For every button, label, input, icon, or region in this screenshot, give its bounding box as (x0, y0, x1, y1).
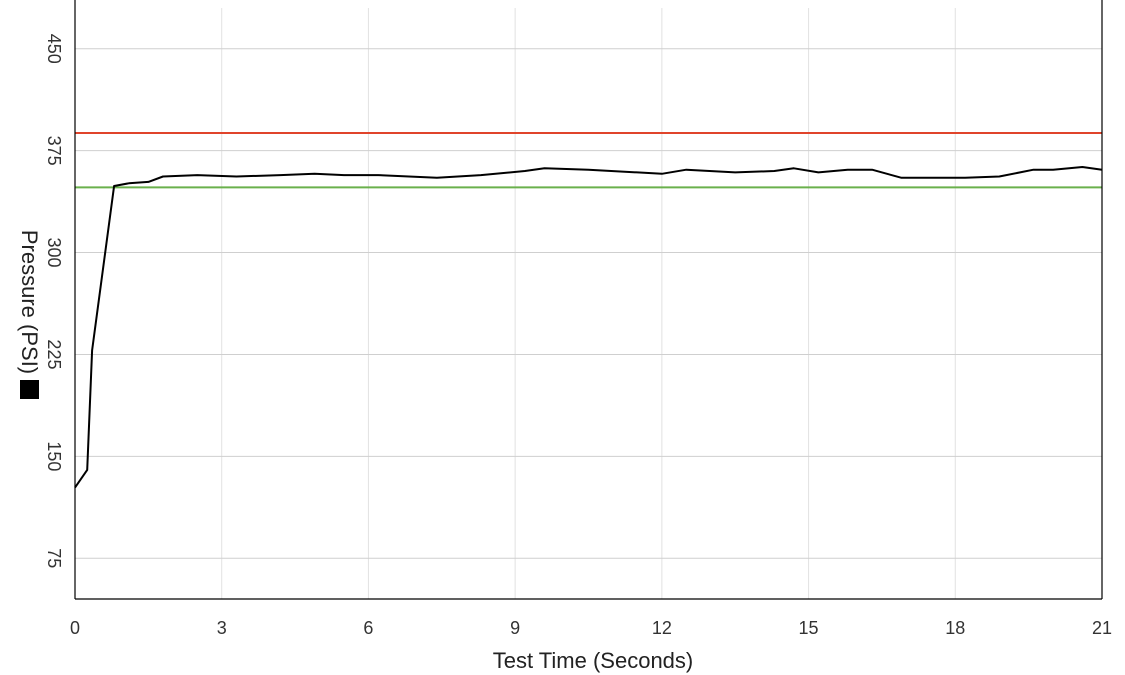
y-tick-label-5: 450 (44, 34, 64, 64)
reference-lines (75, 131, 1102, 189)
y-tick-label-1: 150 (44, 441, 64, 471)
x-tick-label-3: 9 (510, 618, 520, 638)
x-tick-label-0: 0 (70, 618, 80, 638)
plot-frame (74, 0, 1103, 600)
x-gridlines (74, 8, 1103, 599)
legend-marker-square (20, 380, 39, 399)
y-tick-label-4: 375 (44, 136, 64, 166)
x-tick-label-4: 12 (652, 618, 672, 638)
x-tick-labels: 0 3 6 9 12 15 18 21 (70, 618, 1112, 638)
x-axis-title: Test Time (Seconds) (493, 648, 694, 673)
x-tick-label-2: 6 (363, 618, 373, 638)
x-tick-label-1: 3 (217, 618, 227, 638)
x-tick-label-7: 21 (1092, 618, 1112, 638)
y-axis-title: Pressure (PSI) (17, 230, 42, 374)
y-tick-label-0: 75 (44, 548, 64, 568)
pressure-series-line-0 (74, 166, 1103, 489)
y-tick-labels: 75 150 225 300 375 450 (44, 34, 64, 569)
y-tick-label-2: 225 (44, 339, 64, 369)
series-layer (74, 166, 1103, 489)
x-tick-label-6: 18 (945, 618, 965, 638)
x-tick-label-5: 15 (799, 618, 819, 638)
y-tick-label-3: 300 (44, 238, 64, 268)
y-gridlines (75, 48, 1102, 559)
